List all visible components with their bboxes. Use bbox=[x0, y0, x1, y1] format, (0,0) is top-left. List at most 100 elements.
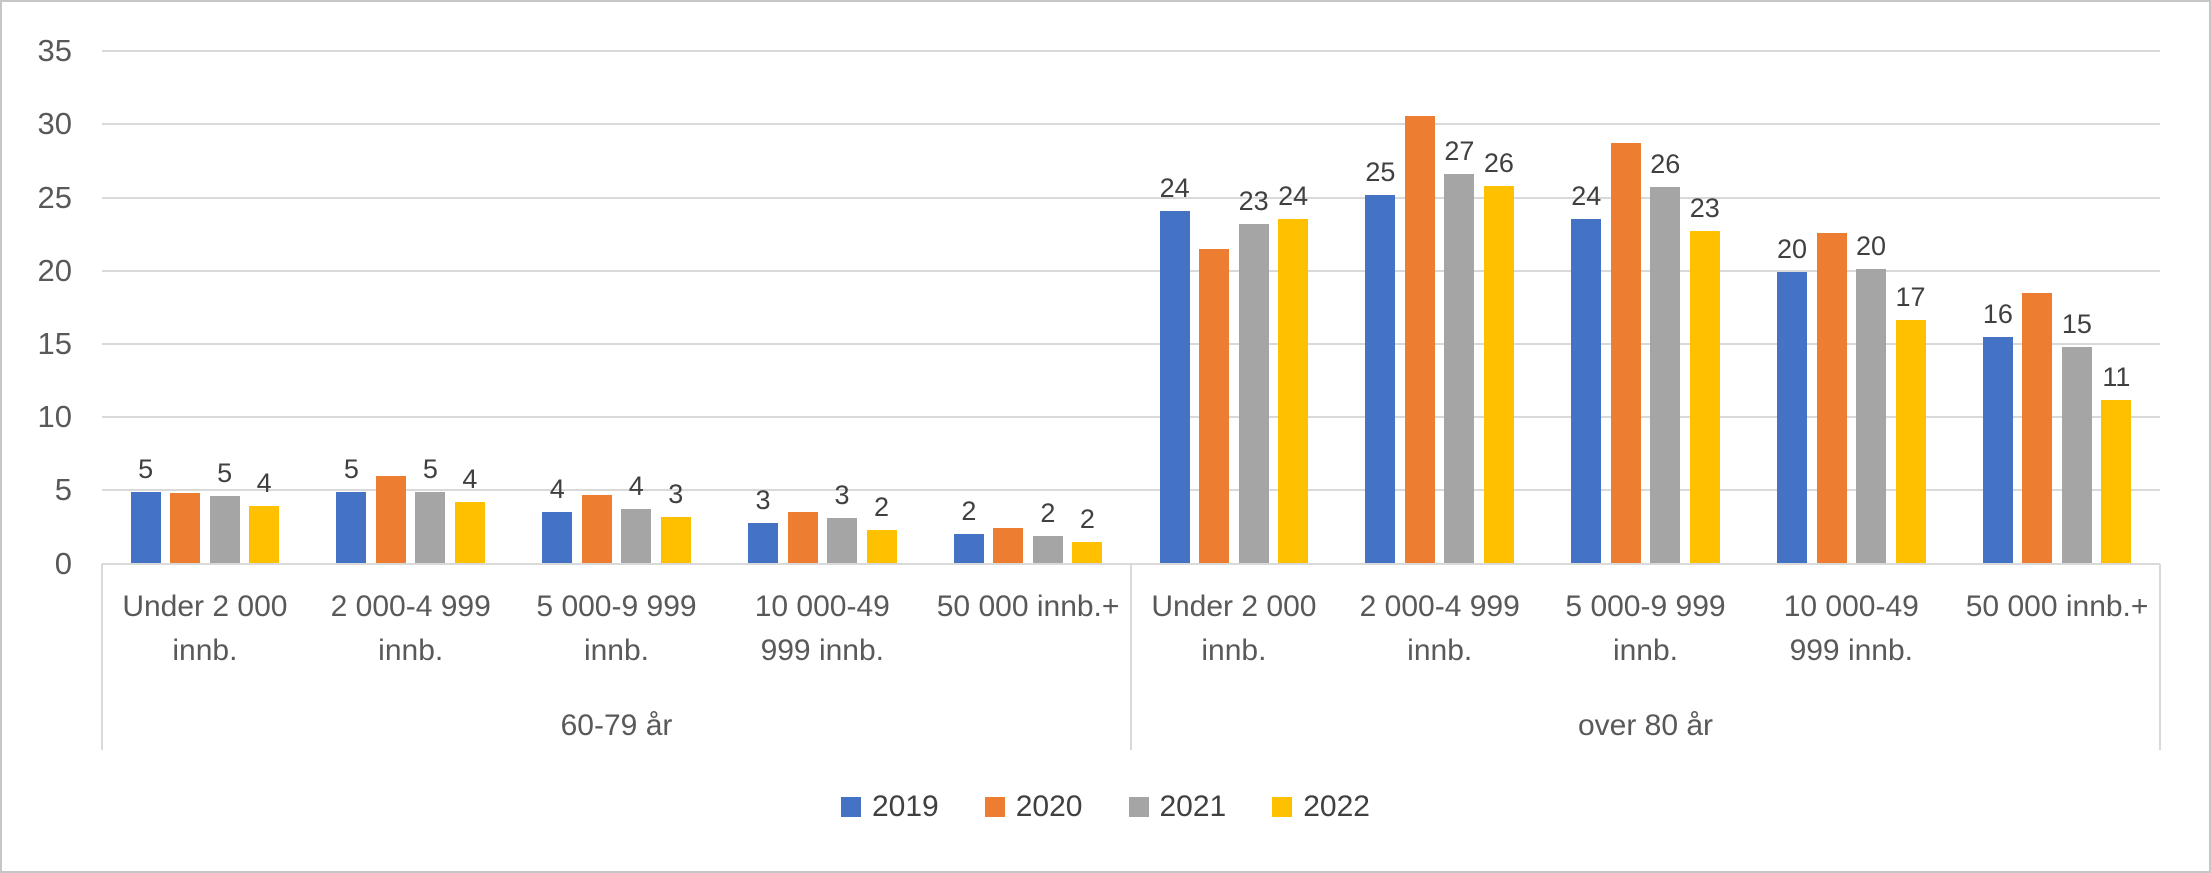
category-label: 2 000-4 999 innb. bbox=[330, 590, 491, 667]
legend-item-2019: 2019 bbox=[841, 790, 939, 824]
bar-value-label: 20 bbox=[1777, 234, 1808, 265]
category-label: 50 000 innb.+ bbox=[1965, 590, 2149, 623]
category-label: 2 000-4 999 innb. bbox=[1359, 590, 1520, 667]
bar-value-label: 11 bbox=[2102, 361, 2131, 392]
bar-2021 bbox=[2061, 346, 2092, 564]
bar-value-label: 23 bbox=[1238, 185, 1269, 216]
bar-value-label: 5 bbox=[217, 458, 233, 489]
y-axis-tick-label: 5 bbox=[54, 472, 72, 508]
y-axis-tick-label: 35 bbox=[37, 33, 72, 69]
bar-2019 bbox=[1982, 336, 2013, 564]
bar-value-label: 20 bbox=[1856, 231, 1887, 262]
category-label: Under 2 000 innb. bbox=[122, 590, 288, 667]
bar-value-label: 2 bbox=[961, 496, 977, 527]
bar-2021 bbox=[1032, 535, 1063, 564]
bar-value-label: 24 bbox=[1571, 181, 1602, 212]
gridline bbox=[102, 489, 2160, 492]
bar-2020 bbox=[2022, 292, 2053, 564]
category-label: 5 000-9 999 innb. bbox=[536, 590, 697, 667]
legend-label: 2019 bbox=[872, 790, 939, 823]
bar-value-label: 2 bbox=[874, 491, 890, 522]
legend-swatch-icon bbox=[841, 797, 861, 817]
bar-2022 bbox=[1278, 219, 1309, 564]
legend: 2019 2020 2021 2022 bbox=[2, 790, 2209, 824]
bar-value-label: 2 bbox=[1079, 503, 1095, 534]
bar-2019 bbox=[130, 491, 161, 564]
category-label: 10 000-49 999 innb. bbox=[754, 590, 890, 667]
legend-label: 2022 bbox=[1303, 790, 1370, 823]
y-axis-tick-label: 25 bbox=[37, 179, 72, 215]
gridline bbox=[102, 123, 2160, 126]
category-label: 10 000-49 999 innb. bbox=[1783, 590, 1919, 667]
bar-2022 bbox=[1895, 320, 1926, 564]
bar-2021 bbox=[621, 509, 652, 564]
bar-value-label: 16 bbox=[1982, 298, 2013, 329]
bar-2019 bbox=[1571, 219, 1602, 564]
bar-2019 bbox=[1777, 272, 1808, 564]
group-label: over 80 år bbox=[1577, 709, 1714, 742]
gridline bbox=[102, 342, 2160, 345]
bar-2020 bbox=[1404, 115, 1435, 564]
bar-value-label: 4 bbox=[256, 468, 272, 499]
y-axis-tick-label: 15 bbox=[37, 325, 72, 361]
bar-value-label: 26 bbox=[1483, 147, 1514, 178]
legend-item-2022: 2022 bbox=[1272, 790, 1370, 824]
bar-value-label: 5 bbox=[343, 453, 359, 484]
bar-2022 bbox=[249, 506, 280, 564]
legend-item-2020: 2020 bbox=[984, 790, 1083, 824]
bar-2022 bbox=[1689, 231, 1720, 564]
bar-2022 bbox=[1483, 185, 1514, 564]
bar-value-label: 27 bbox=[1444, 136, 1475, 167]
bar-2020 bbox=[581, 494, 612, 564]
bar-2019 bbox=[1365, 194, 1396, 564]
bar-value-label: 5 bbox=[138, 453, 154, 484]
bar-2020 bbox=[1610, 143, 1641, 564]
bar-2020 bbox=[993, 528, 1024, 564]
bar-2022 bbox=[866, 529, 897, 564]
bar-value-label: 3 bbox=[755, 484, 771, 515]
category-divider bbox=[2159, 563, 2161, 750]
group-label: 60-79 år bbox=[560, 709, 673, 742]
bar-2019 bbox=[336, 491, 367, 564]
legend-swatch-icon bbox=[984, 797, 1005, 817]
category-divider bbox=[101, 563, 103, 750]
legend-swatch-icon bbox=[1272, 797, 1293, 817]
bar-2021 bbox=[1650, 187, 1681, 564]
bar-2020 bbox=[170, 493, 201, 564]
gridline bbox=[102, 196, 2160, 199]
legend-swatch-icon bbox=[1128, 797, 1149, 817]
y-axis-tick-label: 30 bbox=[37, 106, 72, 142]
bar-value-label: 15 bbox=[2061, 308, 2092, 339]
y-axis-tick-label: 10 bbox=[37, 399, 72, 435]
bar-value-label: 4 bbox=[462, 464, 478, 494]
bar-2019 bbox=[1159, 210, 1190, 564]
bar-2021 bbox=[827, 518, 858, 564]
bar-value-label: 5 bbox=[422, 453, 438, 484]
bar-2022 bbox=[2101, 399, 2132, 564]
bar-value-label: 2 bbox=[1040, 497, 1056, 528]
legend-label: 2021 bbox=[1159, 790, 1227, 823]
bar-value-label: 3 bbox=[668, 478, 684, 509]
category-label: Under 2 000 innb. bbox=[1151, 590, 1317, 667]
bar-value-label: 4 bbox=[628, 471, 644, 502]
bar-2020 bbox=[1816, 232, 1847, 564]
bar-2021 bbox=[1856, 269, 1887, 564]
bar-2021 bbox=[1444, 174, 1475, 564]
bar-2020 bbox=[1199, 248, 1230, 564]
bar-2020 bbox=[787, 512, 818, 564]
bar-2022 bbox=[660, 516, 691, 564]
bar-2020 bbox=[375, 475, 406, 564]
category-label: 5 000-9 999 innb. bbox=[1565, 590, 1726, 667]
category-label: 50 000 innb.+ bbox=[936, 590, 1120, 623]
bar-2022 bbox=[454, 502, 485, 564]
bar-value-label: 25 bbox=[1365, 156, 1396, 187]
bar-value-label: 17 bbox=[1895, 282, 1926, 313]
bar-2021 bbox=[209, 496, 240, 564]
bar-value-label: 24 bbox=[1278, 181, 1309, 212]
y-axis-tick-label: 20 bbox=[37, 252, 72, 288]
legend-item-2021: 2021 bbox=[1128, 790, 1227, 824]
bar-value-label: 26 bbox=[1650, 149, 1681, 180]
bar-value-label: 24 bbox=[1159, 172, 1190, 203]
